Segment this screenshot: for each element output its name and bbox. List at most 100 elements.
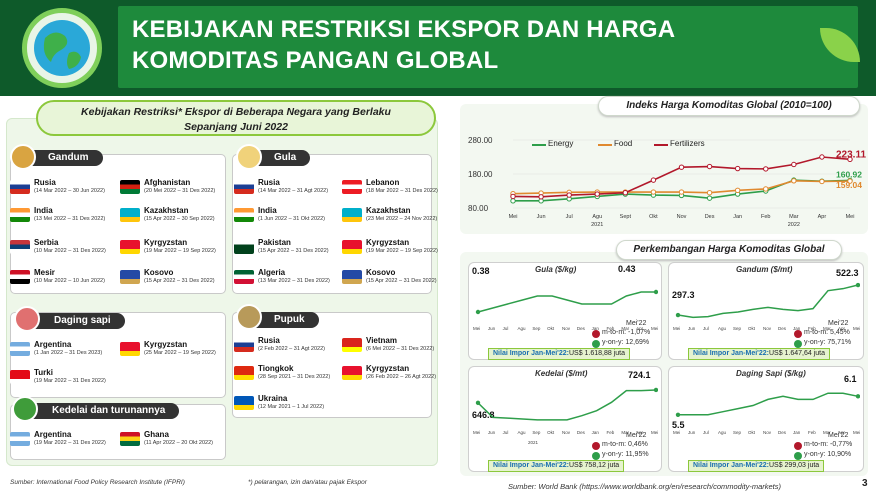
kedelai-x-tick: Nov bbox=[562, 430, 571, 435]
index-x-tick: Jul bbox=[566, 214, 573, 220]
gandum-country-name: Mesir bbox=[34, 268, 55, 277]
gula-country-dates: (15 Apr 2022 – 31 Des 2022) bbox=[366, 278, 437, 284]
meat-icon bbox=[14, 306, 40, 332]
pupuk-country-name: Ukraina bbox=[258, 394, 288, 403]
ukraina-flag-icon bbox=[234, 396, 254, 410]
ghana-flag-icon bbox=[120, 432, 140, 446]
gandum-title: Gandum ($/mt) bbox=[736, 265, 793, 274]
left-source: Sumber: International Food Policy Resear… bbox=[10, 479, 185, 486]
daging-country-dates: (1 Jan 2022 – 31 Des 2023) bbox=[34, 350, 103, 356]
daging-country-name: Kyrgyzstan bbox=[144, 340, 188, 349]
serbia-flag-icon bbox=[10, 240, 30, 254]
gula-import-label: Nilai Impor Jan-Mei'22: bbox=[493, 350, 569, 357]
kyrgyzstan-flag-icon bbox=[342, 366, 362, 380]
daging-start-point bbox=[675, 412, 681, 417]
gula-x-tick: Des bbox=[576, 326, 585, 331]
daging-end-point bbox=[855, 394, 860, 399]
gandum-country-name: Kazakhstan bbox=[144, 206, 189, 215]
rusia-flag-icon bbox=[234, 338, 254, 352]
daging-price-line bbox=[678, 392, 859, 416]
index-chart-bg bbox=[460, 104, 868, 234]
gandum-x-tick: Mei bbox=[673, 326, 681, 331]
kedelai-period: Mei'22 bbox=[626, 432, 647, 439]
gandum-country-name: Serbia bbox=[34, 238, 59, 247]
gandum-x-tick: Mei bbox=[853, 326, 861, 331]
daging-label: Daging sapi bbox=[30, 313, 125, 329]
series-point-energy bbox=[510, 198, 516, 204]
gula-period: Mei'22 bbox=[626, 320, 647, 327]
daging-start-value: 5.5 bbox=[672, 420, 685, 430]
daging-import-label: Nilai Impor Jan-Mei'22: bbox=[693, 462, 769, 469]
gula-x-tick: Mei bbox=[473, 326, 481, 331]
gula-country-name: Algeria bbox=[258, 268, 286, 277]
gula-x-tick: Mar bbox=[621, 326, 630, 331]
title-line-2: KOMODITAS PANGAN GLOBAL bbox=[132, 47, 499, 74]
gula-country-dates: (14 Mar 2022 – 31 Agt 2022) bbox=[258, 188, 329, 194]
kedelai-mtm: m-to-m: 0,46% bbox=[602, 441, 648, 448]
pupuk-country-name: Kyrgyzstan bbox=[366, 364, 410, 373]
gandum-country-name: Kyrgyzstan bbox=[144, 238, 188, 247]
kedelai-start-value: 646.8 bbox=[472, 410, 495, 420]
gula-country-name: Kazakhstan bbox=[366, 206, 411, 215]
legend-label-energy: Energy bbox=[548, 139, 574, 148]
daging-x-tick: Apr bbox=[838, 430, 846, 435]
left-panel-title: Kebijakan Restriksi* Ekspor di Beberapa … bbox=[36, 100, 436, 136]
daging-x-tick: Sep bbox=[733, 430, 742, 435]
daging-x-tick: Okt bbox=[748, 430, 756, 435]
kedelai-x-tick: Feb bbox=[606, 430, 615, 435]
kedelai-country-dates: (11 Apr 2022 – 20 Okt 2022) bbox=[144, 440, 213, 446]
daging-mini-chart bbox=[675, 392, 860, 417]
gula-import-badge: Nilai Impor Jan-Mei'22:US$ 1.618,88 juta bbox=[488, 348, 631, 360]
daging-period: Mei'22 bbox=[828, 432, 849, 439]
kedelai-x-tick: Jul bbox=[502, 430, 509, 435]
series-point-energy bbox=[706, 195, 713, 201]
daging-mtm-icon bbox=[794, 442, 802, 450]
kedelai-import-label: Nilai Impor Jan-Mei'22: bbox=[493, 462, 569, 469]
index-x-tick: Jun bbox=[537, 214, 546, 220]
index-year-label: 2021 bbox=[591, 222, 603, 228]
index-chart: 280.00 180.00 80.00 Mei Jun Jul Agu Sept Okt Nov D… bbox=[468, 136, 866, 228]
series-point-fertilizers bbox=[622, 189, 629, 196]
kedelai-year-label: 2021 bbox=[528, 440, 539, 445]
series-point-fertilizers bbox=[566, 192, 572, 198]
daging-country-name: Argentina bbox=[34, 340, 72, 349]
turki-flag-icon bbox=[10, 370, 30, 384]
series-point-fertilizers bbox=[763, 166, 769, 172]
gula-x-tick: Feb bbox=[606, 326, 615, 331]
daging-country-name: Turki bbox=[34, 368, 53, 377]
gandum-end-point bbox=[855, 282, 860, 288]
gandum-country-name: Rusia bbox=[34, 178, 56, 187]
kosovo-flag-icon bbox=[342, 270, 362, 284]
kedelai-title: Kedelai ($/mt) bbox=[535, 369, 588, 378]
index-x-tick: Jan bbox=[733, 214, 742, 220]
gandum-x-tick: Sep bbox=[733, 326, 742, 331]
index-x-tick: Mei bbox=[509, 214, 518, 220]
rusia-flag-icon bbox=[234, 180, 254, 194]
gandum-country-name: Kosovo bbox=[144, 268, 174, 277]
gula-mini-chart bbox=[475, 289, 658, 315]
gula-country-dates: (19 Mar 2022 – 19 Sep 2022) bbox=[366, 248, 438, 254]
kedelai-yoy: y-on-y: 11,95% bbox=[602, 451, 649, 458]
daging-x-tick: Feb bbox=[808, 430, 816, 435]
gula-label: Gula bbox=[250, 150, 311, 166]
gula-x-tick: Agu bbox=[517, 326, 526, 331]
header-band: KEBIJAKAN RESTRIKSI EKSPOR DAN HARGA KOM… bbox=[0, 0, 876, 96]
gula-x-tick: Mei bbox=[651, 326, 659, 331]
gula-card bbox=[232, 154, 432, 294]
series-point-fertilizers bbox=[819, 154, 825, 160]
pupuk-country-dates: (12 Mar 2021 – 1 Jul 2022) bbox=[258, 404, 325, 410]
series-point-fertilizers bbox=[650, 177, 657, 183]
series-point-food bbox=[847, 178, 853, 184]
gandum-x-tick: Agu bbox=[718, 326, 727, 331]
kedelai-start-point bbox=[475, 400, 481, 406]
gandum-x-tick: Jul bbox=[703, 326, 709, 331]
index-x-tick: Des bbox=[705, 214, 715, 220]
kedelai-x-tick: Okt bbox=[547, 430, 555, 435]
gandum-country-dates: (10 Mar 2022 – 10 Jun 2022) bbox=[34, 278, 105, 284]
kedelai-x-tick: Mei bbox=[651, 430, 659, 435]
series-point-fertilizers bbox=[510, 193, 516, 200]
gandum-mini-card bbox=[668, 262, 864, 360]
daging-x-tick: Mei bbox=[853, 430, 861, 435]
gandum-country-dates: (19 Mar 2022 – 19 Sep 2022) bbox=[144, 248, 216, 254]
gandum-period: Mei'22 bbox=[828, 320, 849, 327]
